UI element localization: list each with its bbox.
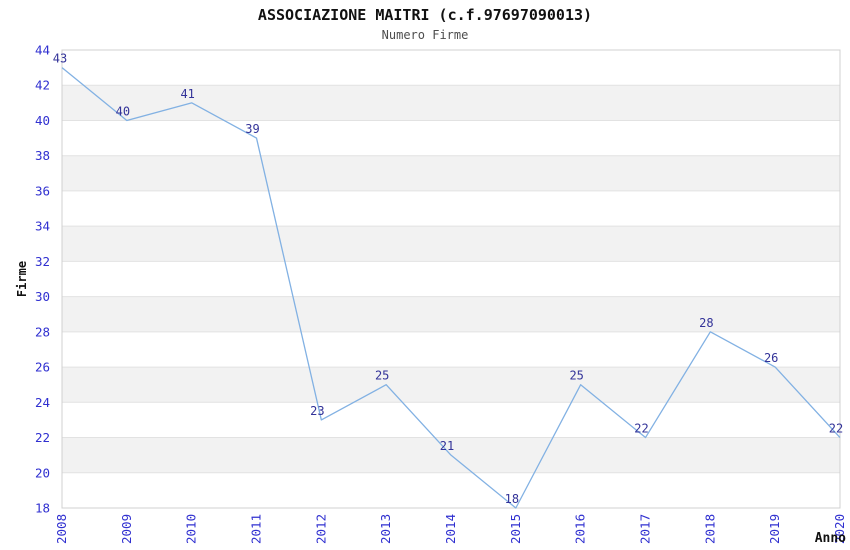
y-tick-label: 30 [35, 289, 50, 304]
band [62, 296, 840, 332]
data-label: 25 [375, 369, 389, 383]
y-tick-label: 34 [35, 219, 50, 234]
data-label: 21 [440, 439, 454, 453]
x-tick-label: 2008 [54, 514, 69, 544]
y-tick-label: 36 [35, 183, 50, 198]
chart-title: ASSOCIAZIONE MAITRI (c.f.97697090013) [257, 6, 593, 24]
data-label: 41 [180, 87, 194, 101]
y-tick-label: 38 [35, 148, 50, 163]
x-tick-label: 2012 [313, 514, 328, 544]
x-tick-label: 2009 [119, 514, 134, 544]
data-label: 39 [245, 122, 259, 136]
data-label: 43 [53, 52, 67, 66]
y-tick-label: 26 [35, 360, 50, 375]
band [62, 367, 840, 403]
chart-subtitle: Numero Firme [381, 28, 469, 42]
band [62, 155, 840, 191]
x-axis-title: Anno [814, 531, 846, 546]
x-tick-label: 2015 [508, 514, 523, 544]
y-tick-label: 28 [35, 324, 50, 339]
y-tick-label: 20 [35, 465, 50, 480]
x-tick-label: 2010 [184, 514, 199, 544]
x-tick-label: 2018 [702, 514, 717, 544]
x-tick-label: 2011 [249, 514, 264, 544]
data-label: 28 [699, 316, 713, 330]
y-tick-label: 24 [35, 395, 50, 410]
y-tick-label: 32 [35, 254, 50, 269]
data-label: 22 [829, 422, 843, 436]
data-label: 22 [634, 422, 648, 436]
data-label: 40 [116, 104, 130, 118]
x-tick-label: 2019 [767, 514, 782, 544]
data-label: 26 [764, 351, 778, 365]
y-tick-label: 18 [35, 501, 50, 516]
y-tick-label: 40 [35, 113, 50, 128]
data-label: 18 [505, 492, 519, 506]
x-tick-label: 2016 [573, 514, 588, 544]
plot-border [61, 49, 841, 509]
data-label: 23 [310, 404, 324, 418]
y-tick-label: 44 [35, 43, 50, 58]
band [62, 226, 840, 262]
data-label: 25 [569, 369, 583, 383]
data-line [61, 67, 841, 509]
y-tick-label: 22 [35, 430, 50, 445]
band [62, 85, 840, 121]
x-tick-label: 2017 [638, 514, 653, 544]
y-tick-label: 42 [35, 78, 50, 93]
plot-background [62, 50, 840, 508]
x-tick-label: 2013 [378, 514, 393, 544]
y-axis-title: Firme [15, 260, 29, 298]
x-tick-label: 2020 [832, 514, 847, 544]
x-tick-label: 2014 [443, 514, 458, 544]
